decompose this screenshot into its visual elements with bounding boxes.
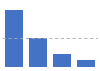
Bar [29, 38, 47, 67]
Bar [5, 10, 23, 67]
Bar [77, 60, 95, 67]
Bar [53, 54, 71, 67]
